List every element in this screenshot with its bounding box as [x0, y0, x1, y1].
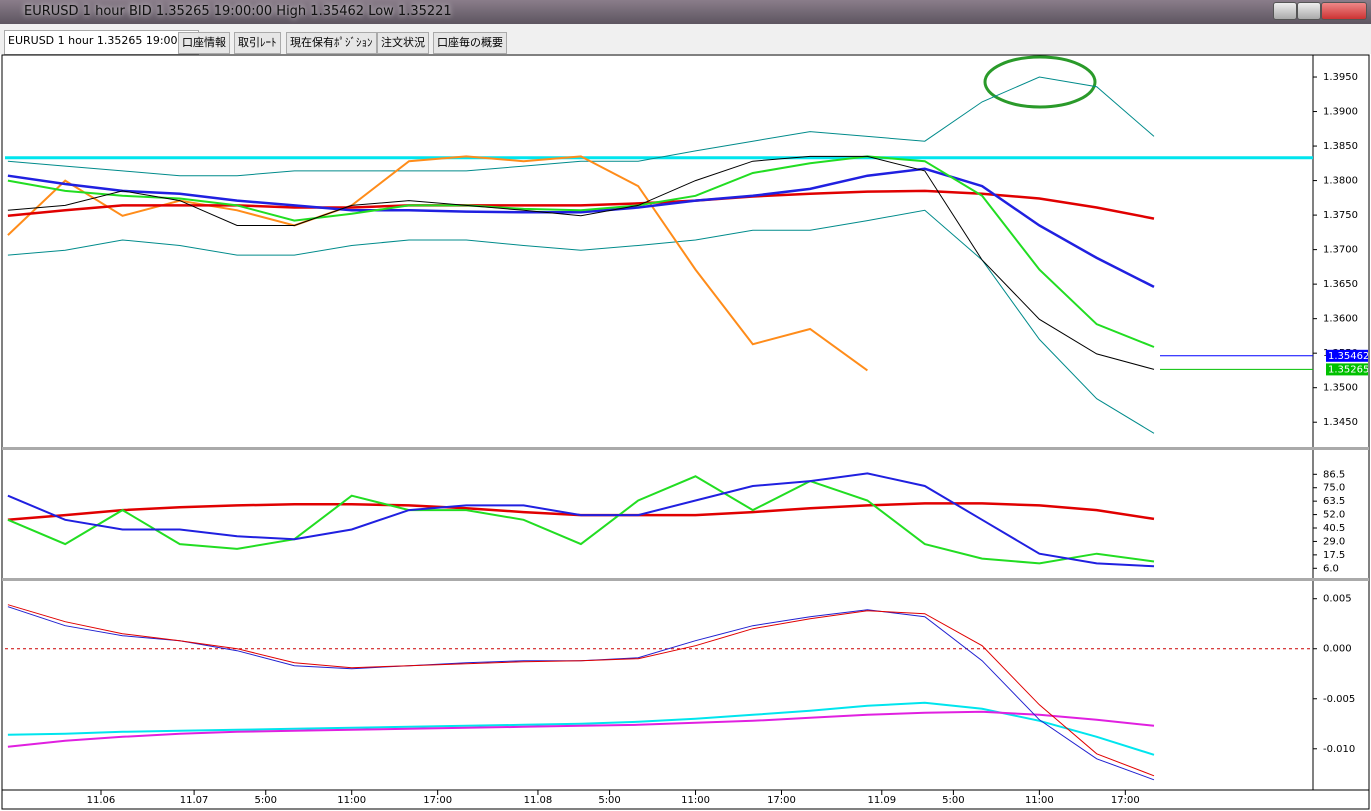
indicator-line: [7, 710, 1155, 748]
tab[interactable]: EURUSD 1 hour 1.35265 19:00:00: [4, 30, 200, 55]
indicator-line: [7, 475, 1155, 565]
y-tick-label: 86.5: [1323, 469, 1345, 480]
x-tick-label: 11:00: [1025, 795, 1054, 806]
x-tick-label: 11:00: [681, 795, 710, 806]
maximize-button[interactable]: [1297, 2, 1321, 20]
x-tick-label: 11.06: [87, 795, 116, 806]
tab[interactable]: 口座毎の概要: [433, 32, 507, 54]
indicator-line: [7, 167, 1155, 289]
y-tick-label: 17.5: [1323, 550, 1345, 561]
x-tick-label: 11:00: [337, 795, 366, 806]
tab-bar: EURUSD 1 hour 1.35265 19:00:00 口座情報 取引ﾚｰ…: [0, 24, 1371, 55]
indicator-line: [7, 155, 868, 372]
indicator-line: [7, 472, 1155, 568]
y-tick-label: 1.3750: [1323, 210, 1358, 221]
y-tick-label: 6.0: [1323, 563, 1339, 574]
y-tick-label: 1.3500: [1323, 383, 1358, 394]
tab[interactable]: 注文状況: [377, 32, 429, 54]
y-tick-label: 1.3950: [1323, 72, 1358, 83]
title-bar: EURUSD 1 hour BID 1.35265 19:00:00 High …: [0, 0, 1371, 24]
price-tag: [1326, 363, 1368, 376]
close-button[interactable]: [1321, 2, 1367, 20]
indicator-line: [7, 155, 1155, 370]
price-tag: [1326, 349, 1368, 362]
minimize-button[interactable]: [1273, 2, 1297, 20]
indicator-line: [7, 189, 1155, 220]
y-tick-label: 1.3700: [1323, 245, 1358, 256]
y-tick-label: 52.0: [1323, 510, 1345, 521]
x-tick-label: 5:00: [598, 795, 620, 806]
y-tick-label: 1.3650: [1323, 279, 1358, 290]
y-tick-label: 0.005: [1323, 594, 1352, 605]
y-tick-label: 1.3600: [1323, 314, 1358, 325]
annotation-ellipse: [983, 55, 1097, 109]
y-tick-label: 1.3850: [1323, 141, 1358, 152]
x-tick-label: 17:00: [767, 795, 796, 806]
chart-frame: [1, 54, 1370, 810]
x-tick-label: 5:00: [942, 795, 964, 806]
y-tick-label: 63.5: [1323, 496, 1345, 507]
x-tick-label: 11.08: [524, 795, 553, 806]
y-tick-label: 1.3900: [1323, 107, 1358, 118]
y-tick-label: 40.5: [1323, 523, 1345, 534]
x-tick-label: 5:00: [255, 795, 277, 806]
tab[interactable]: 取引ﾚｰﾄ: [234, 32, 281, 54]
x-tick-label: 11.09: [867, 795, 896, 806]
panel-separator: [2, 578, 1369, 581]
indicator-line: [7, 209, 1155, 434]
indicator-line: [7, 701, 1155, 756]
y-tick-label: 1.3450: [1323, 417, 1358, 428]
y-tick-label: -0.010: [1323, 744, 1355, 755]
price-tag-label: 1.35265: [1328, 364, 1369, 375]
window-title: EURUSD 1 hour BID 1.35265 19:00:00 High …: [24, 4, 452, 19]
price-tag-label: 1.35462: [1328, 351, 1369, 362]
indicator-line: [7, 155, 1155, 348]
chart: 1.3950 1.3900 1.3850 1.3800 1.3750 1.3700 1.36…: [1, 54, 1370, 810]
panel-separator: [2, 447, 1369, 450]
y-tick-label: 1.3800: [1323, 176, 1358, 187]
y-tick-label: -0.005: [1323, 694, 1355, 705]
y-tick-label: 29.0: [1323, 536, 1345, 547]
y-tick-label: 0.000: [1323, 644, 1352, 655]
y-tick-label: 75.0: [1323, 483, 1345, 494]
x-tick-label: 11.07: [180, 795, 209, 806]
indicator-line: [7, 76, 1155, 177]
tab[interactable]: 口座情報: [178, 32, 230, 54]
x-tick-label: 17:00: [1111, 795, 1140, 806]
x-tick-label: 17:00: [423, 795, 452, 806]
tab[interactable]: 現在保有ﾎﾟｼﾞｼｮﾝ: [286, 32, 377, 54]
indicator-line: [7, 604, 1155, 777]
